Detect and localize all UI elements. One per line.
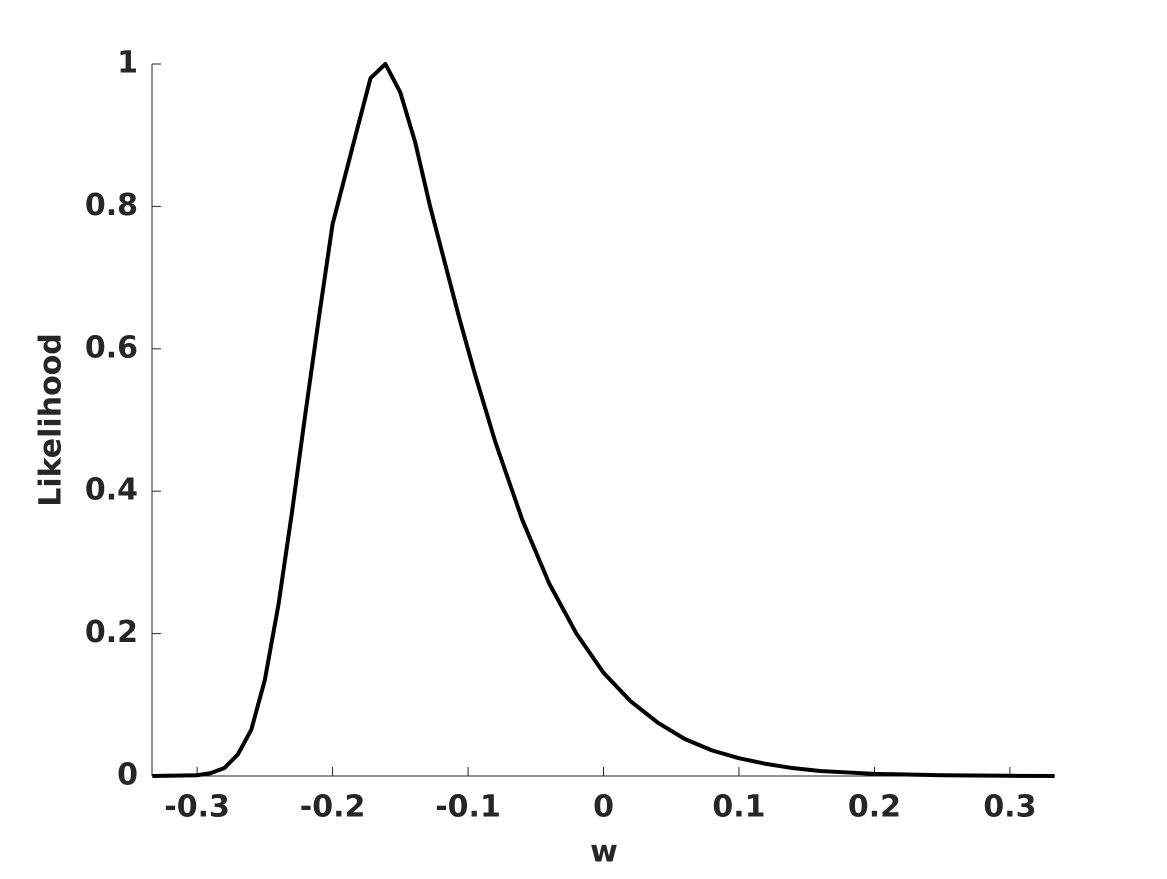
x-tick-label: 0.2 bbox=[848, 790, 901, 825]
y-tick-label: 1 bbox=[117, 46, 138, 81]
y-axis-label: Likelihood bbox=[34, 333, 69, 507]
y-tick-label: 0 bbox=[117, 758, 138, 793]
x-axis-label: w bbox=[590, 835, 618, 870]
x-tick-label: 0.3 bbox=[983, 790, 1036, 825]
y-tick-label: 0.8 bbox=[85, 188, 138, 223]
x-tick-label: 0.1 bbox=[712, 790, 765, 825]
y-tick-label: 0.4 bbox=[85, 473, 138, 508]
y-tick-label: 0.2 bbox=[85, 615, 138, 650]
x-tick-label: 0 bbox=[593, 790, 614, 825]
x-tick-label: -0.3 bbox=[164, 790, 230, 825]
y-tick-label: 0.6 bbox=[85, 330, 138, 365]
x-tick-label: -0.2 bbox=[300, 790, 366, 825]
x-tick-label: -0.1 bbox=[435, 790, 501, 825]
line bbox=[152, 62, 1055, 778]
